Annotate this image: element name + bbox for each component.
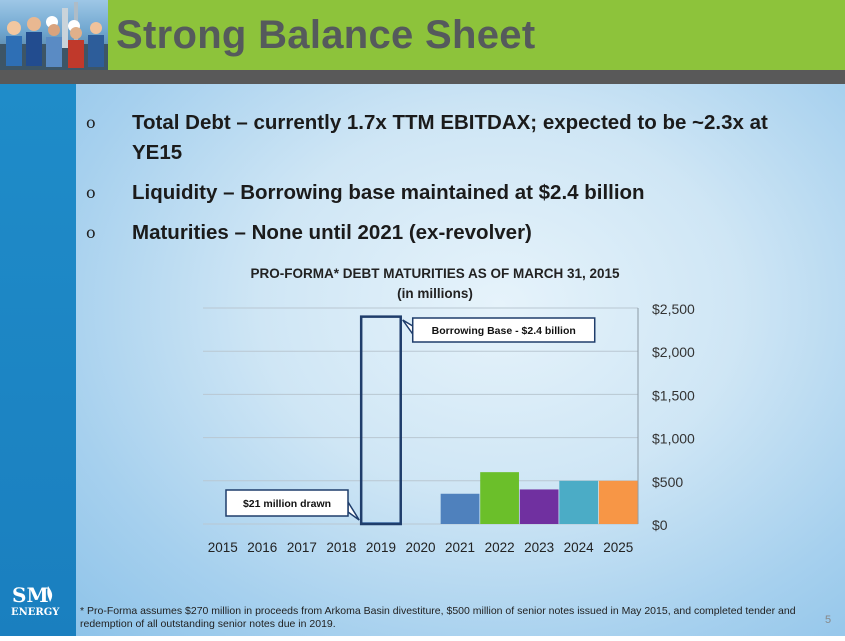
y-tick-label: $1,500	[652, 387, 695, 403]
chart-subtitle: (in millions)	[397, 286, 473, 301]
header-bar: Strong Balance Sheet	[0, 0, 845, 70]
bar-2021	[440, 493, 480, 524]
bullet-mark: o	[86, 183, 96, 202]
annotation-box	[411, 317, 596, 343]
annotation-borrowing-base: Borrowing Base - $2.4 billion	[432, 325, 576, 337]
bar-2022	[480, 472, 519, 524]
x-tick-label: 2019	[366, 540, 396, 555]
page-number: 5	[825, 614, 832, 626]
bullet-text: Total Debt – currently 1.7x TTM EBITDAX;…	[132, 111, 768, 164]
x-tick-label: 2016	[247, 540, 277, 555]
bullet-item-debt: o Total Debt – currently 1.7x TTM EBITDA…	[86, 108, 806, 168]
bullet-list: o Total Debt – currently 1.7x TTM EBITDA…	[86, 108, 806, 258]
annotation-pointer	[402, 319, 414, 337]
x-tick-label: 2025	[603, 540, 633, 555]
bullet-mark: o	[86, 113, 96, 132]
x-tick-label: 2021	[445, 540, 475, 555]
borrowing-base-outline	[359, 315, 402, 526]
bar-2025	[598, 480, 638, 524]
annotation-box	[225, 489, 349, 517]
page-title: Strong Balance Sheet	[116, 13, 536, 57]
x-tick-label: 2020	[405, 540, 435, 555]
bar-2024	[559, 480, 599, 524]
chart-title-block: PRO-FORMA* DEBT MATURITIES AS OF MARCH 3…	[190, 264, 680, 304]
annotation-pointer	[347, 499, 360, 521]
x-tick-label: 2024	[564, 540, 595, 555]
x-tick-label: 2018	[326, 540, 356, 555]
chart-title: PRO-FORMA* DEBT MATURITIES AS OF MARCH 3…	[250, 266, 620, 281]
footnote: * Pro-Forma assumes $270 million in proc…	[80, 605, 796, 630]
bullet-item-maturities: o Maturities – None until 2021 (ex-revol…	[86, 218, 806, 248]
y-tick-label: $500	[652, 474, 683, 490]
x-tick-label: 2017	[287, 540, 317, 555]
x-tick-label: 2023	[524, 540, 554, 555]
bullet-text: Maturities – None until 2021 (ex-revolve…	[132, 221, 532, 244]
y-tick-label: $1,000	[652, 431, 695, 447]
header-divider	[0, 70, 845, 84]
bullet-item-liquidity: o Liquidity – Borrowing base maintained …	[86, 178, 806, 208]
x-tick-label: 2015	[208, 540, 238, 555]
x-tick-label: 2022	[485, 540, 515, 555]
logo-line2: ENERGY	[11, 607, 60, 618]
sidebar-band	[0, 84, 76, 636]
bar-2023	[519, 489, 559, 524]
bullet-text: Liquidity – Borrowing base maintained at…	[132, 181, 645, 204]
y-tick-label: $2,000	[652, 344, 695, 360]
crew-photo-icon	[0, 0, 108, 70]
y-tick-label: $0	[652, 517, 668, 533]
logo-line1: SM	[12, 583, 49, 607]
y-tick-label: $2,500	[652, 301, 695, 317]
content-area	[76, 84, 845, 636]
sm-energy-logo: SM ENERGY	[8, 582, 68, 618]
bullet-mark: o	[86, 223, 96, 242]
annotation-drawn: $21 million drawn	[243, 498, 331, 510]
